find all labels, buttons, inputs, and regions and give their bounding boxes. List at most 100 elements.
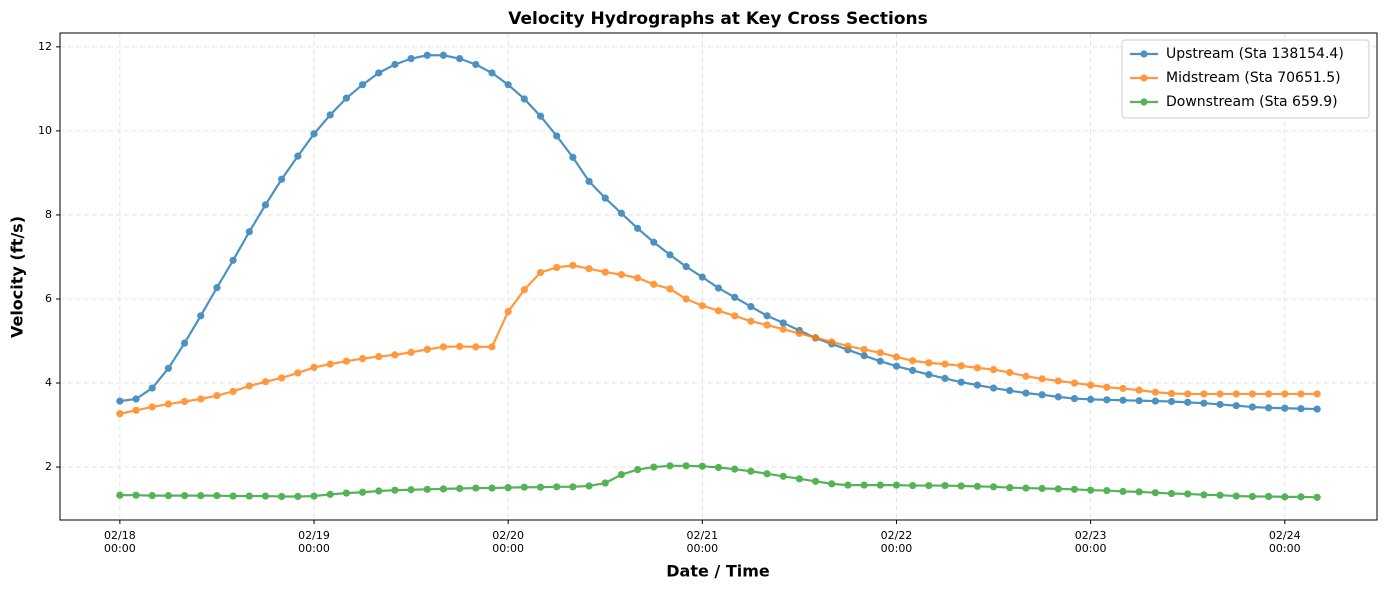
data-point [1281,493,1289,501]
data-point [375,69,383,77]
data-point [941,481,949,490]
data-point [358,488,367,496]
data-point [423,51,431,59]
data-point [1313,405,1321,413]
data-point [1200,390,1208,398]
data-point [391,486,399,494]
data-point [1264,492,1273,501]
y-axis-label: Velocity (ft/s) [8,216,27,338]
data-point [164,364,173,372]
data-point [731,312,739,320]
data-point [876,349,884,357]
legend-marker [1140,98,1148,106]
data-point [1297,390,1305,398]
data-point [1087,395,1095,404]
data-point [1281,404,1289,412]
data-point [1022,389,1030,397]
data-point [1167,489,1176,498]
data-point [925,359,933,367]
x-tick-label: 02/20 00:00 [492,529,524,555]
data-point [957,482,965,490]
data-point [520,483,528,491]
data-point [666,251,674,259]
data-point [164,492,173,500]
data-point [909,357,917,365]
data-point [520,286,528,294]
data-point [132,395,140,403]
data-point [666,285,674,293]
data-point [553,263,561,272]
data-point [132,491,140,499]
data-point [747,302,755,311]
data-point [617,471,626,479]
data-point [650,463,658,471]
data-point [941,374,949,382]
data-point [1184,490,1192,498]
data-point [1103,486,1111,495]
y-tick-label: 10 [38,124,52,137]
data-point [828,338,836,346]
data-point [925,371,933,379]
data-point [779,325,787,333]
x-tick-label: 02/22 00:00 [880,529,913,555]
data-point [472,343,480,351]
plot-frame [59,32,1378,521]
data-point [779,472,787,480]
data-point [456,55,464,63]
data-point [714,284,723,292]
data-point [391,60,399,69]
data-point [1184,398,1192,406]
data-point [180,397,189,406]
data-point [294,152,302,160]
data-point [342,357,350,365]
data-point [876,481,884,489]
data-point [698,302,706,310]
data-point [1264,404,1273,412]
data-point [666,462,674,470]
data-point [261,492,270,500]
data-point [957,378,965,386]
data-point [957,362,965,370]
data-point [310,492,318,500]
data-point [973,364,981,372]
data-point [1103,396,1111,404]
data-point [1297,493,1305,501]
data-point [1297,405,1305,413]
data-point [682,263,690,271]
data-point [245,228,253,236]
x-tick-label: 02/18 00:00 [104,529,136,555]
legend-entry [1130,98,1158,106]
data-point [326,111,334,119]
data-point [439,485,448,493]
data-point [1135,386,1143,394]
data-point [488,69,496,77]
data-point [261,378,270,386]
data-point [1119,396,1127,404]
data-point [1038,375,1046,383]
data-point [536,112,545,120]
y-tick-label: 6 [45,292,52,305]
data-point [634,465,642,474]
data-point [569,483,577,491]
data-point [1200,491,1208,499]
data-point [1216,390,1224,398]
x-tick-label: 02/23 00:00 [1074,529,1107,555]
data-point [358,355,367,363]
data-point [569,261,577,269]
data-point [536,268,545,277]
data-point [569,153,577,161]
legend-entry [1130,74,1158,82]
data-point [116,397,124,405]
data-point [1264,390,1273,398]
data-point [1006,484,1014,492]
data-point [1070,379,1079,387]
data-point [941,360,949,368]
data-point [326,490,334,498]
data-point [1135,397,1143,405]
data-point [1103,383,1111,391]
data-point [1232,492,1240,500]
data-point [1135,488,1143,496]
data-point [763,312,771,320]
